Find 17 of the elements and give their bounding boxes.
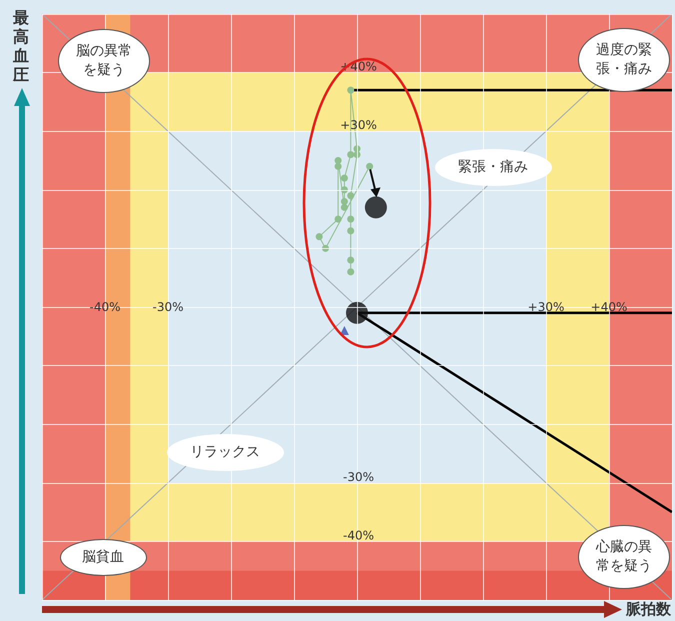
y-tick-label: -40% xyxy=(342,528,374,542)
x-tick-label: +30% xyxy=(528,300,564,314)
x-tick-label: -40% xyxy=(89,300,121,314)
y-axis-title: 最高血圧 xyxy=(12,8,30,84)
annotation: 脳の異常を疑う xyxy=(75,42,133,80)
y-tick-label: -30% xyxy=(342,470,374,484)
annotation: 脳貧血 xyxy=(81,548,125,566)
annotation: 心臓の異常を疑う xyxy=(594,538,653,576)
x-tick-label: +40% xyxy=(590,300,628,314)
annotation: リラックス xyxy=(189,442,261,462)
oval-callout: リラックス xyxy=(166,434,284,470)
x-tick-label: -30% xyxy=(152,300,184,314)
oval-callout: 緊張・痛み xyxy=(434,148,552,186)
x-axis-title: 脈拍数 xyxy=(626,600,671,619)
y-tick-label: +30% xyxy=(340,118,377,132)
annotation: 緊張・痛み xyxy=(457,158,529,176)
annotation: 過度の緊張・痛み xyxy=(595,41,653,79)
